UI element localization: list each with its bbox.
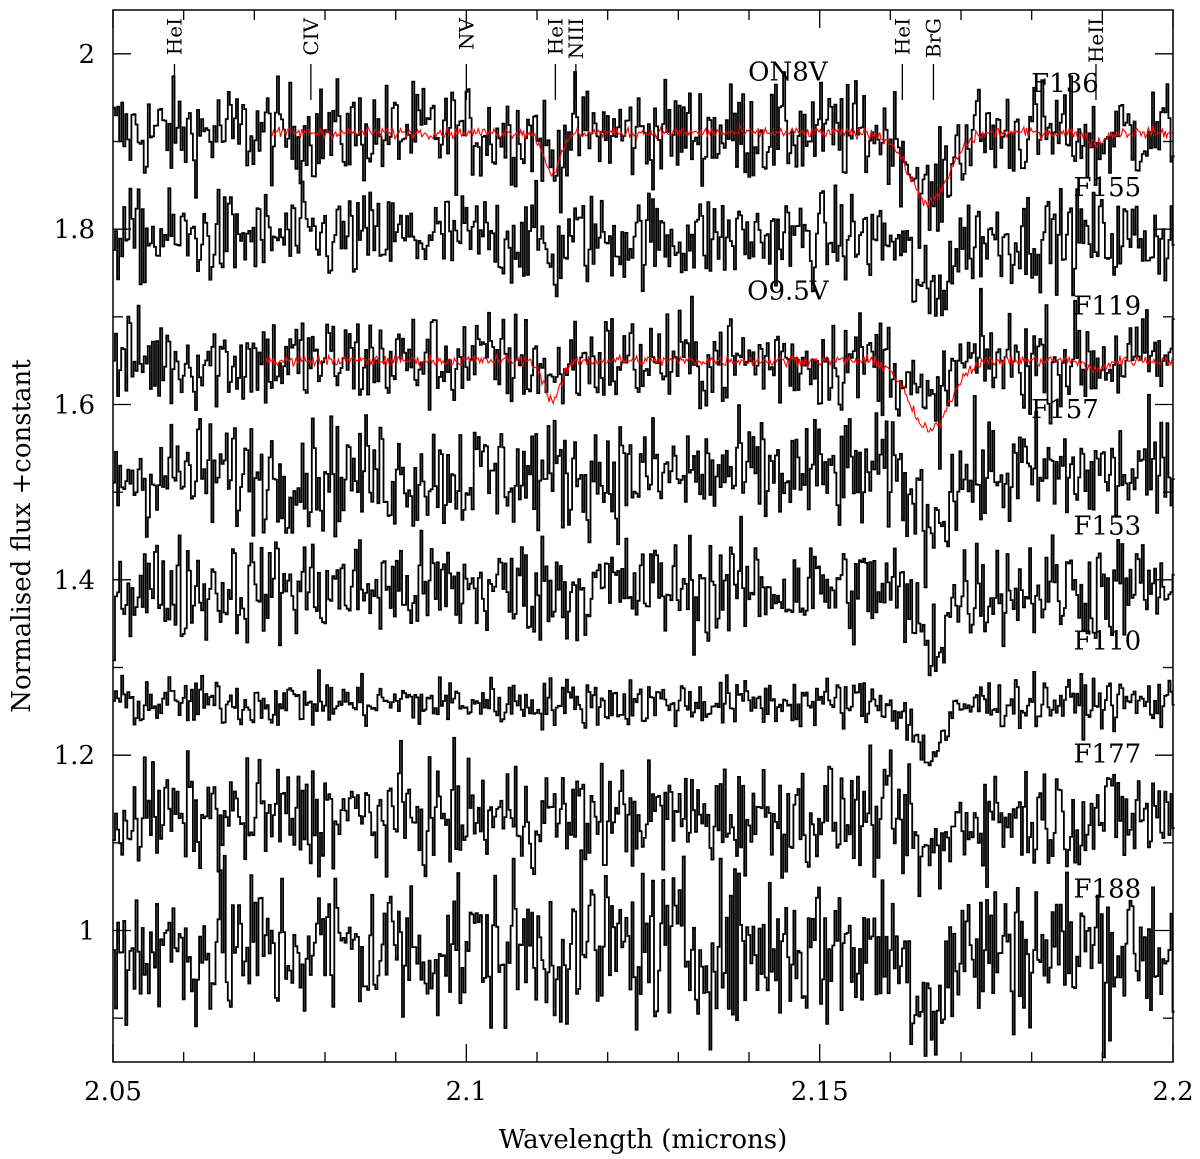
line-label-hei: HeI (162, 18, 186, 55)
spectrum-f157 (113, 393, 1175, 589)
x-tick-label: 2.05 (84, 1077, 142, 1107)
spectra (113, 71, 1175, 1059)
template-o95v (264, 352, 1173, 433)
plot-frame (112, 9, 1174, 1063)
spectrum-f119 (113, 287, 1175, 470)
line-label-civ: CIV (299, 17, 323, 55)
spectrum-f136 (113, 71, 1175, 249)
star-labels: F136 F155 F119 F157 F153 F110 F177 F188 ON8V O9.5… (747, 57, 1141, 904)
template-label-on8v: ON8V (748, 57, 829, 87)
spectrum-f153 (113, 515, 1175, 677)
spectrum-f110 (113, 669, 1175, 767)
template-on8v (271, 123, 1173, 208)
x-tick-label: 2.2 (1152, 1077, 1193, 1107)
series-label-f188: F188 (1074, 874, 1142, 904)
x-tick-label: 2.1 (446, 1077, 487, 1107)
y-tick-label: 1 (78, 917, 95, 947)
x-tick-label: 2.15 (791, 1077, 849, 1107)
axis-ticks: 2.05 2.1 2.15 2.2 1 1.2 1.4 1.6 1.8 2 (54, 10, 1194, 1107)
plot-border (112, 9, 1174, 1063)
line-label-hei: HeI (890, 18, 914, 55)
y-axis-label: Normalised flux +constant (7, 359, 37, 713)
x-axis-label: Wavelength (microns) (499, 1125, 788, 1155)
series-label-f136: F136 (1031, 69, 1099, 99)
series-label-f119: F119 (1074, 291, 1142, 321)
y-tick-label: 1.6 (54, 391, 95, 421)
series-label-f155: F155 (1074, 173, 1142, 203)
series-label-f177: F177 (1074, 739, 1142, 769)
line-label-hei: HeI (543, 18, 567, 55)
y-tick-label: 1.2 (54, 741, 95, 771)
line-label-niii: NIII (564, 18, 588, 59)
y-tick-label: 1.4 (54, 566, 95, 596)
line-label-brg: BrG (921, 18, 945, 58)
y-tick-label: 2 (78, 40, 95, 70)
series-label-f110: F110 (1074, 626, 1142, 656)
template-label-o95v: O9.5V (747, 277, 830, 307)
y-tick-label: 1.8 (54, 215, 95, 245)
spectrum-f188 (113, 849, 1175, 1059)
series-label-f157: F157 (1031, 395, 1099, 425)
series-label-f153: F153 (1074, 511, 1142, 541)
line-label-nv: NV (454, 17, 478, 50)
spectrum-f177 (113, 736, 1175, 898)
spectrum-f155 (113, 179, 1175, 317)
line-label-heii: HeII (1084, 18, 1108, 63)
